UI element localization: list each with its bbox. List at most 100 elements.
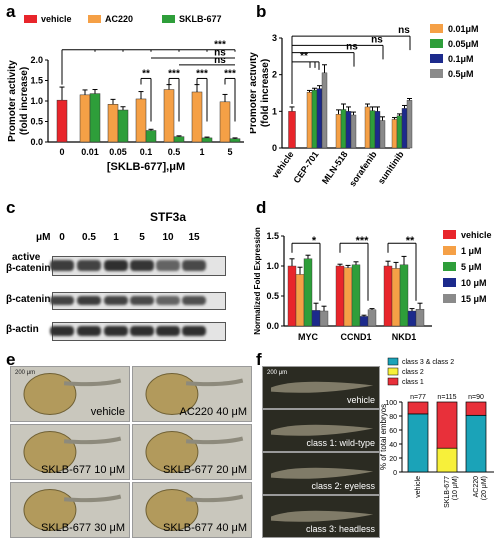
chart-a-bar bbox=[201, 137, 213, 143]
chart-b-bar bbox=[316, 88, 323, 149]
chart-d-legend-label: 5 μM bbox=[461, 262, 482, 272]
chart-d-bar bbox=[287, 265, 297, 327]
chart-d-legend-swatch bbox=[443, 246, 456, 255]
embryo-body bbox=[271, 424, 374, 436]
chart-d-bar bbox=[335, 265, 345, 327]
chart-a-xtick-label: 0.01 bbox=[81, 147, 99, 157]
chart-a-legend-swatch bbox=[162, 15, 175, 23]
embryo-e-image-drawing bbox=[145, 488, 244, 532]
panel-label-c: c bbox=[6, 198, 16, 217]
chart-b-ylabel: Promoter activity bbox=[250, 52, 259, 134]
embryo-caption: class 1: wild-type bbox=[306, 438, 375, 448]
chart-f-legend-label: class 1 bbox=[402, 379, 424, 386]
embryo-f-image: class 1: wild-type bbox=[262, 409, 380, 452]
western-conc-label: 0.5 bbox=[82, 232, 96, 243]
chart-f-ytick-label: 40 bbox=[389, 442, 397, 449]
embryo-e-image: SKLB-677 10 μM bbox=[10, 424, 130, 480]
chart-f-xtick-label-2: (20 μM) bbox=[481, 476, 488, 500]
embryo-tail bbox=[63, 494, 122, 503]
chart-a-xtick-label: 1 bbox=[199, 147, 204, 157]
chart-d-xtick-label: MYC bbox=[298, 332, 319, 342]
chart-f-ytick-label: 100 bbox=[385, 400, 397, 407]
embryo-f-image: class 2: eyeless bbox=[262, 452, 380, 495]
western-conc-label: 1 bbox=[113, 232, 119, 243]
western-conc-label: 10 bbox=[162, 232, 174, 243]
chart-a-sig: *** bbox=[224, 68, 236, 79]
chart-b-xtick-label: sunitinib bbox=[376, 149, 406, 186]
chart-a-bar bbox=[163, 89, 175, 143]
chart-d-sig: ** bbox=[406, 235, 415, 247]
chart-a: 0.0 0.5 1.0 1.5 2.0 0 0.01 0.05 0.1 0.5 1 5 [SKLB-67… bbox=[7, 14, 244, 173]
chart-d-bar bbox=[351, 264, 361, 327]
chart-d-ytick-label: 1.0 bbox=[266, 261, 279, 271]
chart-b-bar bbox=[379, 120, 386, 149]
chart-b-legend-swatch bbox=[430, 39, 443, 48]
chart-a-legend-swatch bbox=[24, 15, 37, 23]
panel-label-b: b bbox=[256, 2, 267, 21]
chart-a-legend-label: AC220 bbox=[105, 14, 133, 24]
chart-a-bar bbox=[135, 98, 147, 143]
chart-b-sig: ns bbox=[398, 25, 410, 36]
chart-d-legend-swatch bbox=[443, 294, 456, 303]
chart-a-bar bbox=[173, 136, 185, 143]
chart-a-sig-top: *** bbox=[214, 40, 226, 51]
chart-d-bar bbox=[319, 310, 329, 327]
embryo-tail bbox=[63, 378, 122, 387]
chart-a-ytick-label: 1.0 bbox=[30, 96, 43, 106]
chart-a-sig-ns2: ns bbox=[214, 55, 226, 66]
chart-f-bar-segment bbox=[407, 413, 429, 473]
embryo-caption: class 2: eyeless bbox=[311, 481, 375, 491]
western-band bbox=[156, 296, 180, 305]
chart-f-bar-segment bbox=[436, 401, 458, 449]
chart-a-bar bbox=[89, 93, 101, 143]
chart-f-legend-label: class 3 & class 2 bbox=[402, 359, 454, 366]
chart-d-ylabel: Normalized Fold Expression bbox=[253, 227, 262, 335]
embryo-caption: class 3: headless bbox=[305, 524, 375, 534]
chart-a-xlabel: [SKLB-677],μM bbox=[107, 161, 185, 173]
chart-d-legend-swatch bbox=[443, 230, 456, 239]
chart-f-ytick-label: 0 bbox=[393, 470, 397, 477]
chart-a-xtick-label: 0.5 bbox=[168, 147, 181, 157]
chart-a-ylabel: Promoter activity bbox=[7, 60, 18, 142]
chart-b-sig: ** bbox=[300, 51, 308, 62]
chart-f-ytick-label: 20 bbox=[389, 456, 397, 463]
chart-a-legend-label: vehicle bbox=[41, 14, 72, 24]
embryo-f-image-drawing bbox=[271, 424, 374, 436]
chart-a-sig: ** bbox=[142, 68, 150, 79]
chart-a-bar bbox=[145, 130, 157, 143]
chart-b-bar bbox=[396, 115, 403, 149]
chart-d-ytick-label: 0.0 bbox=[266, 321, 279, 331]
chart-a-legend-label: SKLB-677 bbox=[179, 14, 222, 24]
chart-b-ylabel-2: (fold increase) bbox=[260, 59, 271, 127]
chart-a-bar bbox=[229, 138, 241, 143]
chart-d-legend-swatch bbox=[443, 262, 456, 271]
chart-f-bar-segment bbox=[465, 401, 487, 416]
chart-f-ylabel: % of total embryos bbox=[380, 404, 388, 470]
western-band bbox=[104, 326, 128, 336]
chart-a-ytick-label: 0.5 bbox=[30, 117, 43, 127]
chart-b-legend-label: 0.1μM bbox=[448, 54, 474, 64]
chart-d-bar bbox=[415, 308, 425, 327]
chart-f-bar-segment bbox=[465, 414, 487, 473]
chart-b-ytick-label: 2 bbox=[272, 70, 277, 80]
chart-a-xtick-label: 0.1 bbox=[140, 147, 153, 157]
chart-b-bar bbox=[345, 111, 352, 149]
embryo-tail bbox=[185, 494, 244, 503]
panel-label-a: a bbox=[6, 2, 16, 21]
chart-f-xtick-label-2: (10 μM) bbox=[452, 476, 459, 500]
embryo-e-image-drawing bbox=[23, 488, 122, 532]
chart-d-legend-label: 10 μM bbox=[461, 278, 487, 288]
embryo-e-image: SKLB-677 40 μM bbox=[132, 482, 252, 538]
embryo-e-image: AC220 40 μM bbox=[132, 366, 252, 422]
chart-f-n-label: n=77 bbox=[410, 394, 426, 401]
chart-b-bar bbox=[335, 114, 342, 149]
chart-a-bar bbox=[191, 91, 203, 143]
chart-d-bar bbox=[407, 310, 417, 327]
chart-d-bar bbox=[391, 268, 401, 327]
chart-a-sig: *** bbox=[196, 68, 208, 79]
chart-b-bar bbox=[350, 114, 357, 149]
western-blot: STF3a μM 0 0.5 1 5 10 15 active β-catenin β-cat… bbox=[0, 198, 250, 350]
embryo-yolk bbox=[145, 372, 199, 416]
chart-d: 0.0 0.5 1.0 1.5 MYC * CCND1 *** NKD1 ** Normalized… bbox=[253, 227, 492, 342]
chart-d-bar bbox=[399, 264, 409, 327]
